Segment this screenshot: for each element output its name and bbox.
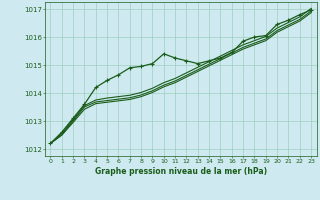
X-axis label: Graphe pression niveau de la mer (hPa): Graphe pression niveau de la mer (hPa): [95, 167, 267, 176]
